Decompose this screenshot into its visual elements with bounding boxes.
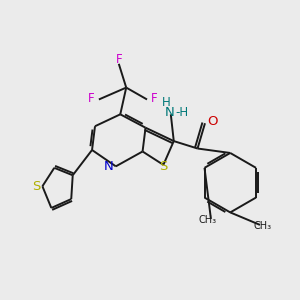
Text: CH₃: CH₃ (253, 221, 272, 231)
Text: H: H (162, 96, 171, 109)
Text: F: F (88, 92, 95, 105)
Text: F: F (116, 53, 122, 66)
Text: N: N (103, 160, 113, 173)
Text: F: F (151, 92, 158, 105)
Text: N: N (164, 106, 174, 119)
Text: CH₃: CH₃ (199, 215, 217, 225)
Text: -H: -H (176, 106, 189, 119)
Text: S: S (159, 160, 168, 173)
Text: S: S (32, 180, 40, 193)
Text: O: O (207, 115, 218, 128)
